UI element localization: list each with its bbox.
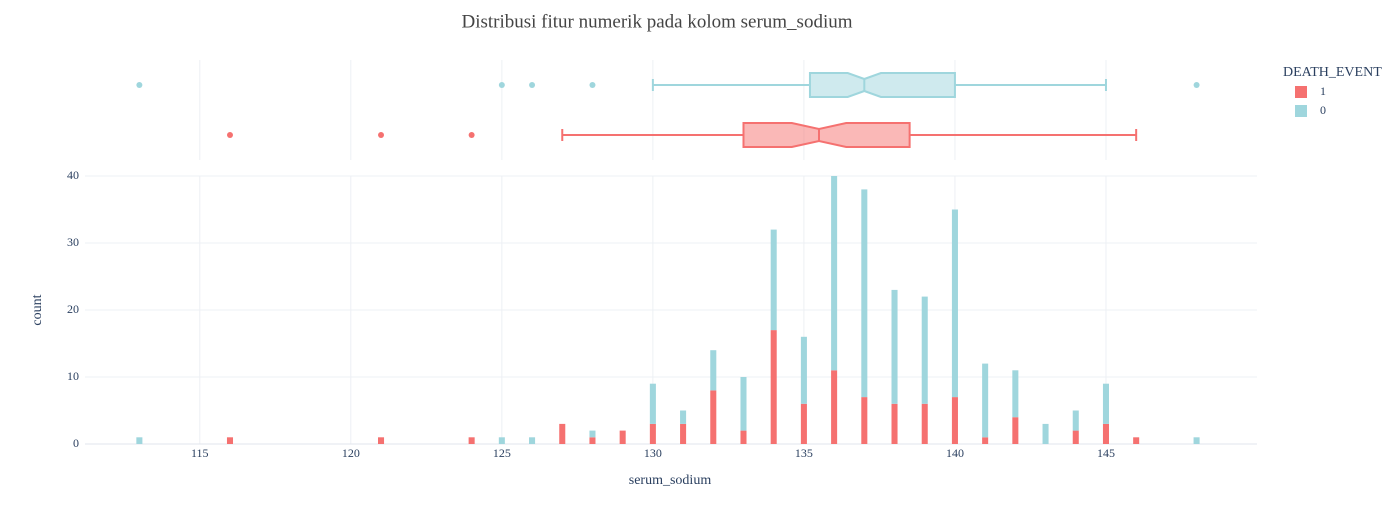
bar bbox=[589, 437, 596, 444]
outlier bbox=[498, 82, 505, 88]
bar bbox=[800, 403, 807, 444]
bar bbox=[861, 189, 868, 398]
bar bbox=[831, 370, 838, 444]
y-axis-title: count bbox=[30, 294, 45, 325]
x-tick-label: 145 bbox=[1097, 446, 1115, 460]
chart-title: Distribusi fitur numerik pada kolom seru… bbox=[461, 11, 852, 32]
x-tick-label: 115 bbox=[191, 446, 209, 460]
x-tick-label: 135 bbox=[795, 446, 813, 460]
outlier bbox=[226, 132, 233, 138]
bar bbox=[951, 209, 958, 398]
bar bbox=[800, 336, 807, 404]
bar bbox=[619, 430, 626, 444]
y-tick-label: 10 bbox=[67, 369, 79, 383]
x-tick-label: 120 bbox=[342, 446, 360, 460]
bar bbox=[680, 423, 687, 444]
bar bbox=[770, 330, 777, 444]
bar bbox=[1102, 383, 1109, 424]
bar bbox=[740, 430, 747, 444]
bar bbox=[498, 437, 505, 444]
bar bbox=[891, 403, 898, 444]
legend-swatch[interactable] bbox=[1295, 105, 1307, 117]
bar bbox=[861, 397, 868, 444]
bar bbox=[891, 289, 898, 404]
bar bbox=[951, 397, 958, 444]
outlier bbox=[1193, 82, 1200, 88]
bar bbox=[680, 410, 687, 424]
bar bbox=[710, 350, 717, 391]
bar bbox=[226, 437, 234, 444]
outlier bbox=[529, 82, 536, 88]
bar bbox=[1042, 423, 1049, 444]
bar bbox=[1133, 437, 1140, 444]
bar bbox=[1012, 417, 1019, 444]
bar bbox=[982, 437, 989, 444]
outlier bbox=[378, 132, 385, 138]
bar bbox=[559, 423, 566, 444]
legend-label[interactable]: 0 bbox=[1320, 103, 1326, 117]
bar bbox=[1102, 423, 1109, 444]
bar bbox=[921, 296, 928, 404]
x-axis-title: serum_sodium bbox=[629, 473, 712, 488]
bar bbox=[710, 390, 717, 444]
legend-swatch[interactable] bbox=[1295, 86, 1307, 98]
bar bbox=[136, 437, 143, 444]
x-tick-label: 140 bbox=[946, 446, 964, 460]
box bbox=[808, 72, 956, 98]
box bbox=[742, 122, 911, 148]
y-tick-label: 20 bbox=[67, 302, 79, 316]
bar bbox=[921, 403, 928, 444]
bar bbox=[770, 229, 777, 331]
outlier bbox=[468, 132, 475, 138]
bar bbox=[1193, 437, 1200, 444]
bar bbox=[649, 423, 656, 444]
outlier bbox=[136, 82, 143, 88]
bar bbox=[1072, 430, 1079, 444]
bar bbox=[589, 430, 596, 438]
bar bbox=[1072, 410, 1079, 431]
bar bbox=[831, 176, 838, 371]
bar bbox=[982, 363, 989, 438]
legend-label[interactable]: 1 bbox=[1320, 84, 1326, 98]
bar bbox=[740, 377, 747, 431]
x-tick-label: 125 bbox=[493, 446, 511, 460]
y-tick-label: 40 bbox=[67, 168, 79, 182]
bar bbox=[1012, 370, 1019, 418]
outlier bbox=[589, 82, 596, 88]
bar bbox=[468, 437, 475, 444]
y-tick-label: 30 bbox=[67, 235, 79, 249]
x-tick-label: 130 bbox=[644, 446, 662, 460]
bar bbox=[378, 437, 385, 444]
legend-title: DEATH_EVENT bbox=[1283, 65, 1382, 80]
y-tick-label: 0 bbox=[73, 436, 79, 450]
bar bbox=[649, 383, 656, 424]
bar bbox=[529, 437, 536, 444]
